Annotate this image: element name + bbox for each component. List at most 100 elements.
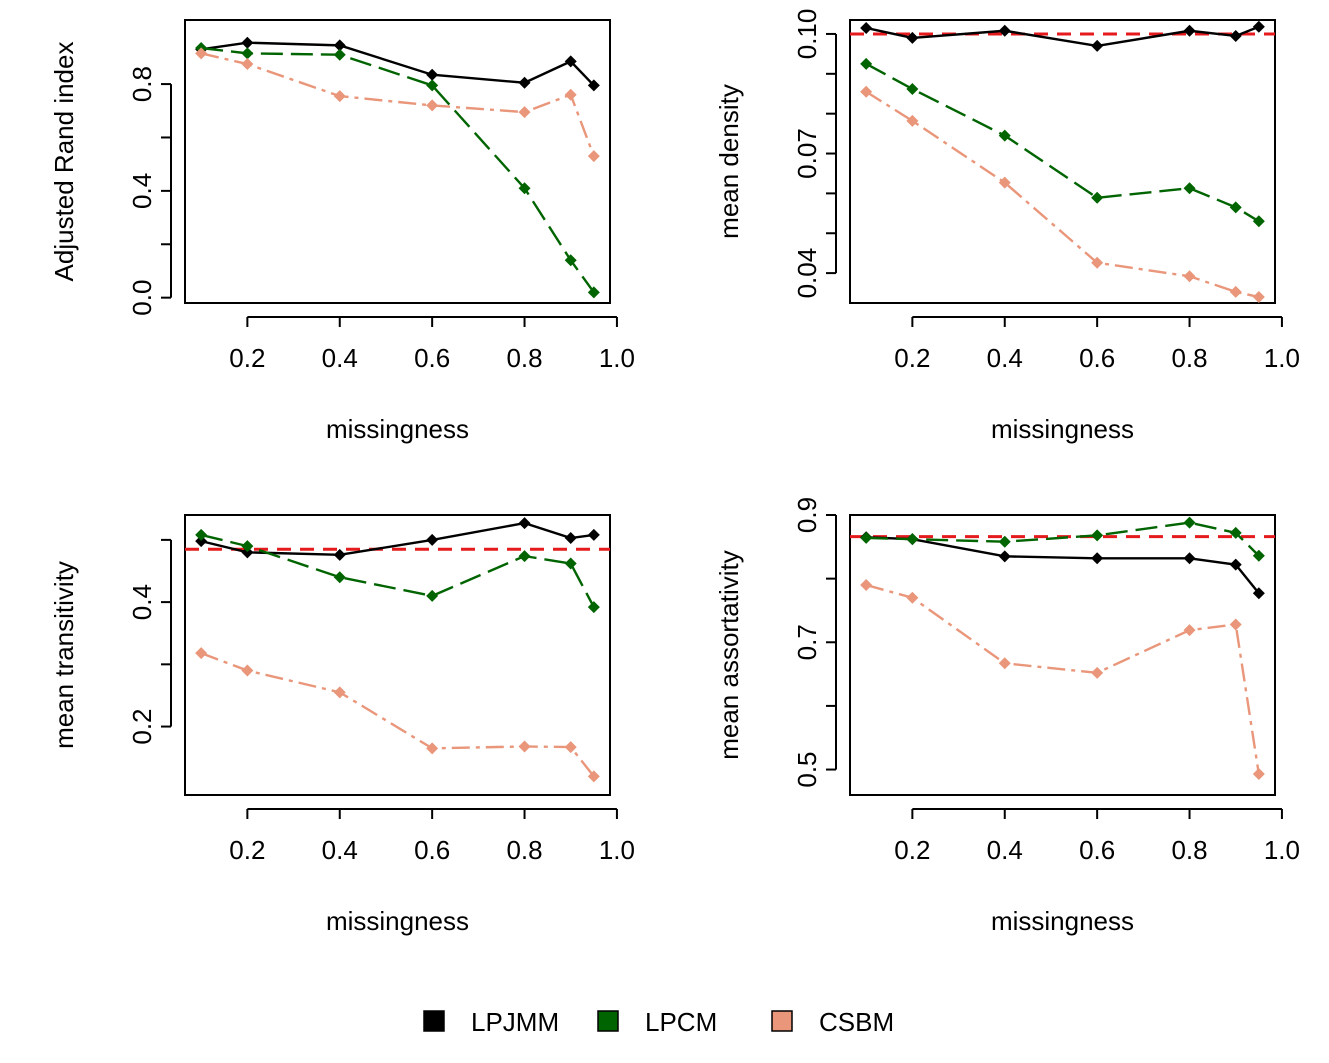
data-point-lpcm xyxy=(587,286,600,299)
data-point-csbm xyxy=(860,85,873,98)
data-point-lpjmm xyxy=(1229,29,1242,42)
plot-frame xyxy=(849,514,1276,796)
series-line-csbm xyxy=(200,652,595,778)
data-point-lpcm xyxy=(241,47,254,60)
series-line-csbm xyxy=(865,90,1260,299)
data-point-lpjmm xyxy=(518,76,531,89)
data-point-lpcm xyxy=(426,79,439,92)
legend: LPJMM LPCM CSBM xyxy=(423,1007,894,1037)
data-point-csbm xyxy=(906,591,919,604)
data-point-lpjmm xyxy=(241,36,254,49)
data-point-lpjmm xyxy=(906,31,919,44)
y-tick-label: 0.7 xyxy=(792,624,822,660)
data-point-csbm xyxy=(1091,666,1104,679)
data-point-lpcm xyxy=(906,82,919,95)
data-point-lpjmm xyxy=(564,532,577,545)
data-point-csbm xyxy=(1252,768,1265,780)
data-point-lpcm xyxy=(998,535,1011,548)
data-point-csbm xyxy=(195,47,208,60)
data-point-lpcm xyxy=(906,533,919,546)
x-tick-label: 0.8 xyxy=(506,343,542,373)
y-tick-label: 0.4 xyxy=(127,584,157,620)
x-tick-label: 0.2 xyxy=(229,343,265,373)
data-point-lpjmm xyxy=(195,535,208,548)
data-point-lpjmm xyxy=(426,533,439,546)
data-point-csbm xyxy=(564,88,577,101)
data-point-lpjmm xyxy=(998,24,1011,37)
data-point-lpcm xyxy=(333,48,346,61)
data-point-lpcm xyxy=(1229,201,1242,214)
series-line-lpcm xyxy=(866,521,1260,557)
data-point-lpjmm xyxy=(1229,558,1242,571)
data-point-lpcm xyxy=(860,531,873,544)
data-point-csbm xyxy=(587,770,600,783)
y-tick-label: 0.04 xyxy=(792,248,822,299)
data-point-lpjmm xyxy=(860,21,873,34)
data-point-lpcm xyxy=(195,528,208,541)
data-point-lpjmm xyxy=(426,68,439,81)
data-point-csbm xyxy=(1183,270,1196,283)
data-point-lpjmm xyxy=(1091,39,1104,52)
x-tick-label: 0.4 xyxy=(322,835,358,865)
data-point-csbm xyxy=(1091,256,1104,269)
data-point-lpjmm xyxy=(587,79,600,92)
data-point-lpjmm xyxy=(1091,552,1104,565)
y-tick-label: 0.10 xyxy=(792,9,822,60)
x-tick-label: 0.2 xyxy=(894,343,930,373)
data-point-lpjmm xyxy=(333,39,346,52)
y-tick-label: 0.5 xyxy=(792,751,822,787)
legend-label-lpcm: LPCM xyxy=(645,1007,717,1037)
data-point-lpcm xyxy=(1091,191,1104,204)
x-tick-label: 0.2 xyxy=(229,835,265,865)
legend-swatch-csbm xyxy=(771,1010,793,1032)
y-axis-label: Adjusted Rand index xyxy=(49,42,79,282)
x-tick-label: 0.8 xyxy=(506,835,542,865)
data-point-csbm xyxy=(241,664,254,677)
data-point-csbm xyxy=(1252,291,1265,304)
y-tick-label: 0.9 xyxy=(792,497,822,533)
data-point-csbm xyxy=(426,742,439,755)
x-tick-label: 0.8 xyxy=(1171,343,1207,373)
y-axis-label: mean density xyxy=(714,84,744,239)
legend-swatch-lpjmm xyxy=(423,1010,445,1032)
data-point-csbm xyxy=(998,176,1011,189)
series-line-lpjmm xyxy=(865,25,1260,48)
data-point-lpcm xyxy=(1229,526,1242,539)
data-point-csbm xyxy=(587,150,600,163)
data-point-csbm xyxy=(1229,285,1242,298)
y-tick-label: 0.0 xyxy=(127,280,157,316)
data-point-lpcm xyxy=(1183,516,1196,529)
series-line-lpjmm xyxy=(200,41,595,87)
x-tick-label: 0.8 xyxy=(1171,835,1207,865)
x-axis-label: missingness xyxy=(991,906,1134,936)
data-point-lpcm xyxy=(518,182,531,195)
series-line-lpcm xyxy=(865,62,1260,223)
y-axis-label: mean transitivity xyxy=(49,561,79,749)
x-tick-label: 0.6 xyxy=(414,343,450,373)
legend-swatch-lpcm xyxy=(597,1010,619,1032)
data-point-csbm xyxy=(426,99,439,112)
panel-mean-assortativity: 0.2 0.4 0.6 0.8 1.0 missingness 0.5 0.7 0.9 mean … xyxy=(714,497,1300,936)
data-point-csbm xyxy=(1229,618,1242,631)
plot-frame xyxy=(184,19,611,304)
data-point-lpjmm xyxy=(1252,587,1265,600)
x-tick-label: 1.0 xyxy=(1264,835,1300,865)
data-point-csbm xyxy=(998,657,1011,670)
x-axis-label: missingness xyxy=(991,414,1134,444)
series-line-csbm xyxy=(200,52,595,157)
x-tick-label: 0.4 xyxy=(987,835,1023,865)
data-point-csbm xyxy=(564,741,577,754)
y-axis-label: mean assortativity xyxy=(714,550,744,760)
data-point-lpjmm xyxy=(1183,552,1196,565)
data-point-lpcm xyxy=(998,129,1011,142)
data-point-lpjmm xyxy=(241,546,254,559)
data-point-lpjmm xyxy=(333,548,346,561)
data-point-lpcm xyxy=(1091,529,1104,542)
y-tick-label: 0.07 xyxy=(792,128,822,179)
data-point-lpcm xyxy=(564,557,577,570)
x-tick-label: 0.2 xyxy=(894,835,930,865)
legend-label-csbm: CSBM xyxy=(819,1007,894,1037)
series-line-csbm xyxy=(865,583,1261,775)
data-point-csbm xyxy=(241,58,254,71)
x-tick-label: 1.0 xyxy=(599,835,635,865)
